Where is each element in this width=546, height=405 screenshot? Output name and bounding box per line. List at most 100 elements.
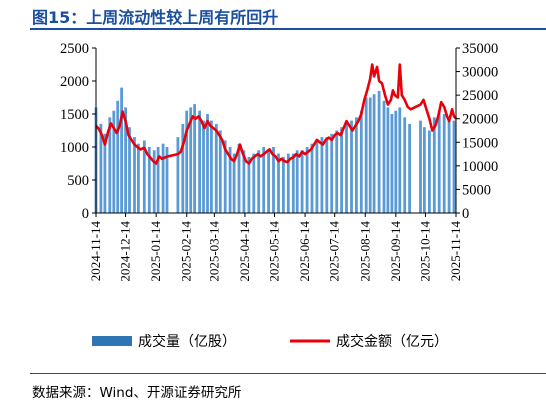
right-tick-label: 20000	[462, 112, 498, 128]
volume-bar	[185, 110, 189, 213]
volume-bar	[120, 87, 123, 213]
volume-bar	[419, 120, 422, 213]
volume-bar	[237, 143, 241, 213]
volume-bar	[310, 143, 314, 213]
volume-bars	[94, 87, 456, 213]
volume-bar	[257, 150, 261, 213]
volume-bar	[189, 107, 193, 213]
volume-bar	[345, 123, 348, 213]
volume-bar	[116, 100, 120, 213]
left-tick-label: 2500	[60, 41, 89, 57]
volume-bar	[408, 123, 411, 213]
volume-bar	[223, 140, 227, 213]
x-tick-label: 2025-06-14	[297, 221, 312, 282]
left-tick-label: 1000	[60, 140, 89, 156]
volume-bar	[447, 117, 451, 213]
x-tick-label: 2025-11-14	[448, 221, 463, 282]
volume-bar	[193, 104, 196, 213]
volume-bar	[262, 147, 266, 213]
volume-bar	[103, 133, 107, 213]
x-tick-label: 2025-07-14	[327, 221, 342, 282]
volume-bar	[432, 117, 436, 213]
volume-bar	[291, 153, 295, 213]
volume-bar	[206, 114, 209, 213]
volume-bar	[218, 130, 222, 213]
volume-bar	[330, 133, 334, 213]
volume-bar	[295, 150, 299, 213]
volume-bar	[214, 123, 218, 213]
x-tick-label: 2025-09-14	[388, 221, 403, 282]
right-tick-label: 10000	[462, 159, 498, 175]
volume-bar	[452, 120, 456, 213]
volume-bar	[228, 147, 232, 213]
volume-bar	[340, 127, 343, 213]
legend-swatch-volume	[92, 336, 132, 346]
volume-bar	[428, 130, 431, 213]
volume-bar	[305, 147, 309, 213]
volume-bar	[210, 120, 213, 213]
volume-bar	[394, 110, 398, 213]
source-note: 数据来源：Wind、开源证券研究所	[32, 385, 242, 401]
volume-bar	[156, 147, 160, 213]
volume-bar	[386, 107, 390, 213]
volume-bar	[282, 156, 285, 213]
volume-bar	[161, 143, 165, 213]
volume-bar	[147, 147, 151, 213]
volume-bar	[108, 117, 112, 213]
volume-bar	[267, 150, 270, 213]
volume-bar	[137, 143, 140, 213]
volume-bar	[202, 120, 205, 213]
volume-bar	[442, 114, 446, 213]
volume-bar	[286, 153, 290, 213]
right-tick-label: 15000	[462, 135, 498, 151]
volume-bar	[176, 137, 180, 213]
volume-bar	[355, 117, 358, 213]
volume-bar	[232, 153, 236, 213]
left-tick-label: 2000	[60, 74, 89, 90]
x-tick-label: 2024-12-14	[118, 221, 133, 282]
left-tick-label: 1500	[60, 107, 89, 123]
volume-bar	[335, 130, 339, 213]
x-tick-label: 2025-04-14	[237, 221, 252, 282]
amount-line-layer	[95, 63, 457, 165]
x-tick-label: 2025-10-14	[417, 221, 432, 282]
left-tick-label: 500	[67, 173, 89, 189]
volume-bar	[377, 90, 381, 213]
x-tick-label: 2025-02-14	[179, 221, 194, 282]
chart: 0500100015002000250005000100001500020000…	[60, 41, 498, 350]
legend: 成交量（亿股） 成交金额（亿元）	[92, 333, 448, 350]
chart-title: 图15：上周流动性较上周有所回升	[32, 8, 279, 27]
volume-bar	[272, 147, 275, 213]
volume-bar	[320, 137, 324, 213]
x-tick-label: 2024-11-14	[88, 221, 103, 282]
volume-bar	[152, 150, 156, 213]
volume-bar	[437, 110, 441, 213]
volume-bar	[99, 123, 103, 213]
volume-bar	[372, 94, 376, 213]
right-tick-label: 35000	[462, 41, 498, 57]
volume-bar	[300, 150, 304, 213]
volume-bar	[382, 100, 386, 213]
volume-bar	[423, 127, 426, 213]
volume-bar	[277, 153, 280, 213]
volume-bar	[133, 137, 136, 213]
volume-bar	[364, 97, 368, 213]
amount-line	[95, 63, 457, 165]
x-tick-label: 2025-03-14	[206, 221, 221, 282]
legend-label-volume: 成交量（亿股）	[138, 333, 236, 350]
source-rule	[30, 373, 546, 374]
volume-bar	[112, 110, 116, 213]
volume-bar	[390, 114, 394, 213]
right-tick-label: 30000	[462, 65, 498, 81]
right-tick-label: 0	[462, 206, 469, 222]
volume-bar	[181, 123, 185, 213]
volume-bar	[350, 120, 353, 213]
volume-bar	[242, 150, 246, 213]
volume-bar	[252, 153, 256, 213]
volume-bar	[142, 140, 146, 213]
title-rule	[30, 28, 546, 30]
volume-bar	[247, 156, 251, 213]
x-tick-label: 2025-08-14	[357, 221, 372, 282]
volume-bar	[315, 140, 319, 213]
volume-bar	[403, 117, 407, 213]
